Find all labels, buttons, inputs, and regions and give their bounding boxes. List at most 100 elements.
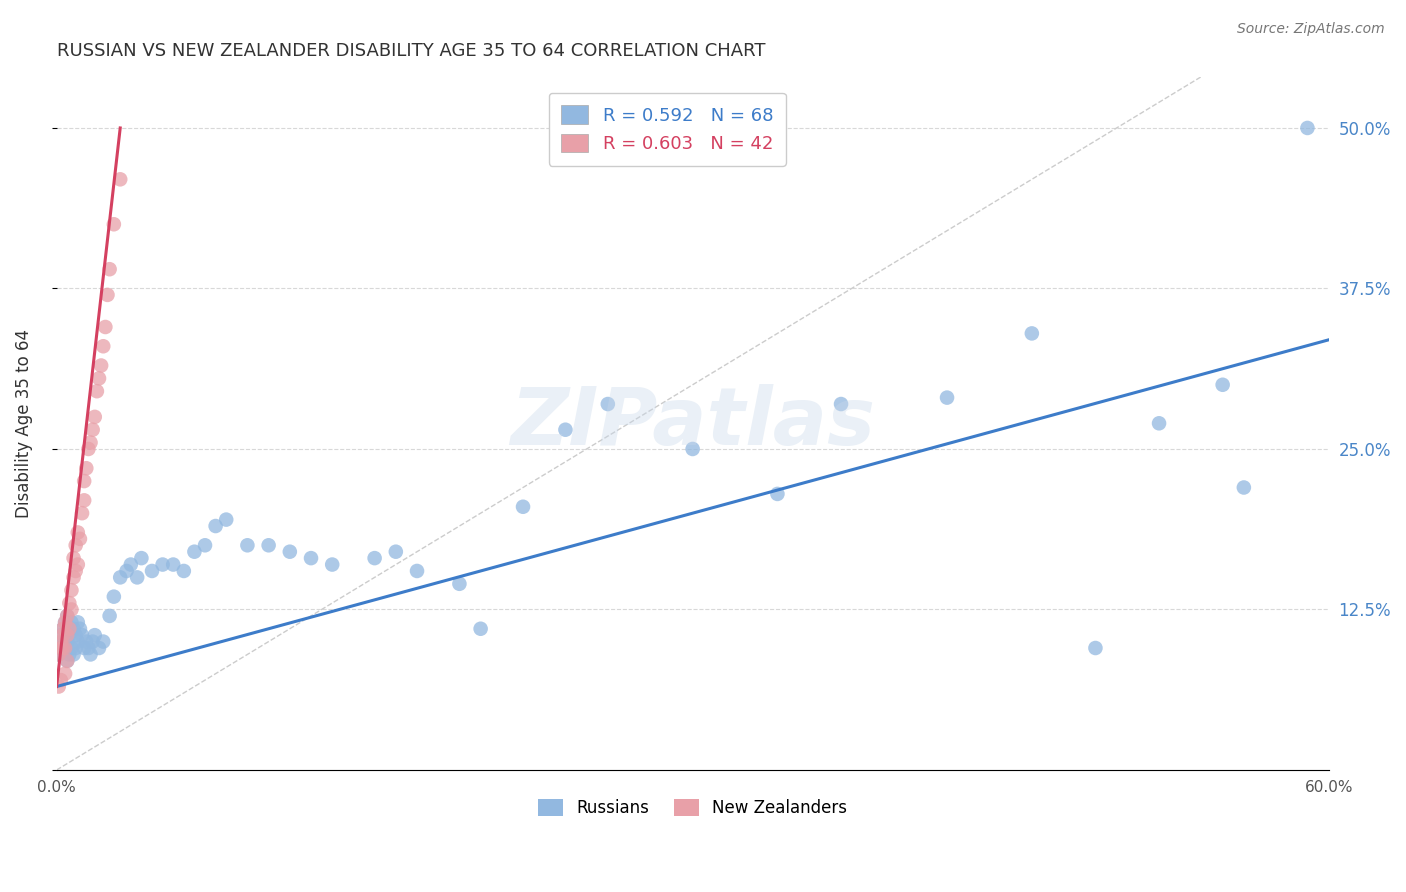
Point — [682, 442, 704, 456]
Point — [103, 217, 125, 231]
Point — [91, 339, 114, 353]
Point — [152, 558, 174, 572]
Point — [278, 545, 301, 559]
Point — [49, 634, 72, 648]
Point — [321, 558, 343, 572]
Point — [110, 172, 132, 186]
Point — [53, 615, 76, 630]
Point — [83, 628, 105, 642]
Point — [66, 525, 89, 540]
Point — [98, 608, 121, 623]
Point — [65, 538, 87, 552]
Point — [87, 640, 110, 655]
Point — [110, 570, 132, 584]
Point — [86, 384, 108, 399]
Point — [162, 558, 184, 572]
Point — [53, 640, 76, 655]
Point — [48, 680, 70, 694]
Point — [83, 409, 105, 424]
Point — [131, 551, 153, 566]
Point — [73, 640, 96, 655]
Point — [554, 423, 576, 437]
Point — [60, 602, 83, 616]
Point — [596, 397, 619, 411]
Point — [58, 596, 80, 610]
Point — [127, 570, 149, 584]
Point — [79, 648, 101, 662]
Point — [406, 564, 429, 578]
Point — [56, 608, 79, 623]
Point — [75, 634, 97, 648]
Point — [936, 391, 959, 405]
Point — [75, 461, 97, 475]
Point — [48, 648, 70, 662]
Point — [65, 564, 87, 578]
Point — [66, 634, 89, 648]
Point — [52, 640, 75, 655]
Text: Source: ZipAtlas.com: Source: ZipAtlas.com — [1237, 22, 1385, 37]
Point — [98, 262, 121, 277]
Point — [1021, 326, 1043, 341]
Point — [82, 634, 104, 648]
Point — [512, 500, 534, 514]
Point — [73, 474, 96, 488]
Point — [1296, 120, 1319, 135]
Point — [449, 576, 471, 591]
Point — [115, 564, 138, 578]
Point — [56, 654, 79, 668]
Point — [62, 570, 84, 584]
Point — [70, 628, 93, 642]
Point — [96, 288, 118, 302]
Point — [66, 558, 89, 572]
Point — [58, 622, 80, 636]
Point — [56, 628, 79, 642]
Point — [53, 615, 76, 630]
Point — [830, 397, 852, 411]
Point — [58, 628, 80, 642]
Point — [66, 615, 89, 630]
Point — [53, 666, 76, 681]
Text: ZIPatlas: ZIPatlas — [510, 384, 875, 462]
Point — [79, 435, 101, 450]
Point — [52, 622, 75, 636]
Point — [60, 640, 83, 655]
Point — [49, 640, 72, 655]
Point — [215, 513, 238, 527]
Point — [56, 654, 79, 668]
Point — [48, 648, 70, 662]
Point — [236, 538, 259, 552]
Point — [103, 590, 125, 604]
Point — [56, 608, 79, 623]
Point — [204, 519, 226, 533]
Point — [52, 622, 75, 636]
Point — [65, 640, 87, 655]
Point — [58, 648, 80, 662]
Point — [173, 564, 195, 578]
Point — [49, 673, 72, 687]
Point — [77, 442, 100, 456]
Point — [62, 551, 84, 566]
Point — [385, 545, 408, 559]
Point — [90, 359, 112, 373]
Point — [56, 634, 79, 648]
Text: RUSSIAN VS NEW ZEALANDER DISABILITY AGE 35 TO 64 CORRELATION CHART: RUSSIAN VS NEW ZEALANDER DISABILITY AGE … — [56, 42, 765, 60]
Point — [52, 634, 75, 648]
Point — [94, 320, 117, 334]
Y-axis label: Disability Age 35 to 64: Disability Age 35 to 64 — [15, 329, 32, 517]
Point — [73, 493, 96, 508]
Point — [69, 532, 91, 546]
Point — [766, 487, 789, 501]
Legend: Russians, New Zealanders: Russians, New Zealanders — [531, 793, 853, 824]
Point — [120, 558, 142, 572]
Point — [257, 538, 280, 552]
Point — [62, 622, 84, 636]
Point — [91, 634, 114, 648]
Point — [194, 538, 217, 552]
Point — [60, 583, 83, 598]
Point — [65, 628, 87, 642]
Point — [69, 622, 91, 636]
Point — [82, 423, 104, 437]
Point — [1233, 481, 1256, 495]
Point — [52, 628, 75, 642]
Point — [70, 506, 93, 520]
